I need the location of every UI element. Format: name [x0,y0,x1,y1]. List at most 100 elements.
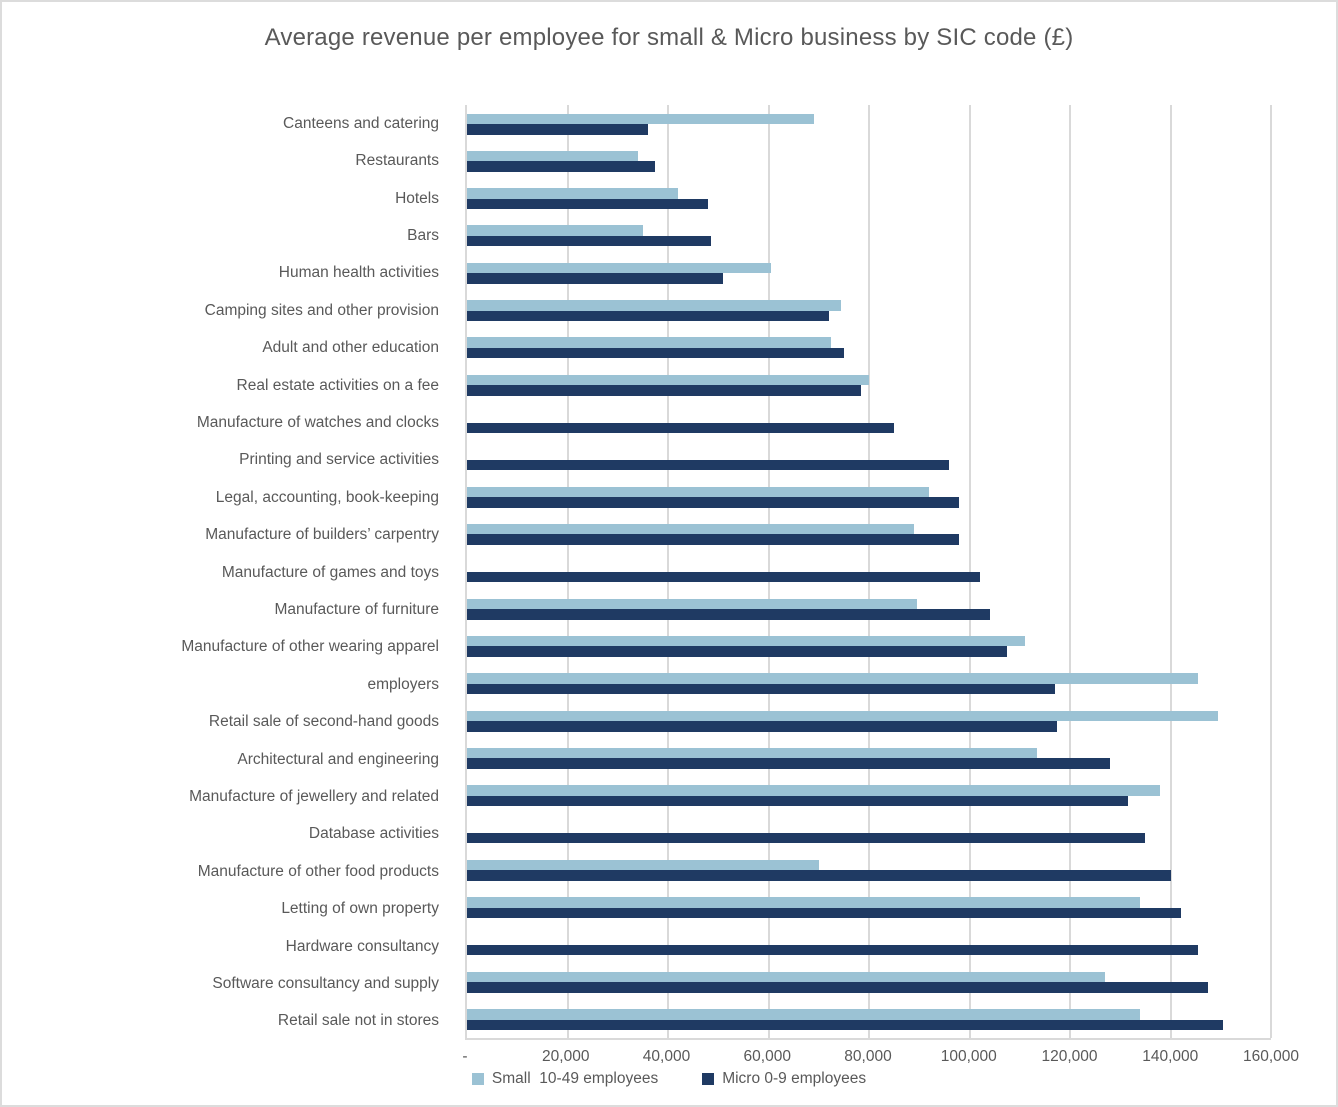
legend: Small 10-49 employees Micro 0-9 employee… [2,1070,1336,1088]
category-label: Printing and service activities [239,451,439,469]
bar-micro-22 [467,907,1181,919]
legend-item-micro: Micro 0-9 employees [702,1070,866,1088]
bar-small-19 [467,785,1161,796]
category-label: Manufacture of jewellery and related [189,788,439,806]
bar-micro-18 [467,758,1111,769]
category-row [467,777,1271,814]
category-label: Manufacture of watches and clocks [196,413,439,431]
category-row [467,105,1271,142]
category-label: Manufacture of other wearing apparel [181,638,439,656]
bar-small-7 [467,337,832,348]
category-row [467,889,1271,926]
category-label: Restaurants [355,152,439,170]
bar-micro-15 [467,646,1008,657]
category-row [467,329,1271,366]
gridline [566,105,569,1038]
bar-small-5 [467,262,771,274]
category-label: Bars [407,226,439,244]
gridline [1069,105,1071,1038]
category-row [467,702,1271,739]
category-label: Manufacture of furniture [274,600,439,618]
category-row [467,1001,1271,1038]
bar-small-8 [467,374,869,386]
category-label: Camping sites and other provision [204,301,439,319]
legend-label-small: Small 10-49 employees [491,1070,659,1087]
category-row [467,404,1271,441]
category-row [467,142,1271,179]
bar-micro-11 [467,497,960,508]
category-row [467,851,1271,888]
category-label: Database activities [308,825,439,843]
category-row [467,627,1271,664]
value-axis-tick-label: 60,000 [743,1048,791,1065]
category-label: Hardware consultancy [285,937,439,955]
category-label: Software consultancy and supply [212,975,439,993]
gridline [767,105,770,1038]
value-axis-tick-label: 160,000 [1242,1048,1300,1065]
category-label: Letting of own property [281,900,439,918]
category-row [467,441,1271,478]
category-row [467,180,1271,217]
bar-micro-4 [467,235,711,247]
category-label: Hotels [395,189,439,207]
category-label: Manufacture of games and toys [221,563,439,581]
bar-small-21 [467,859,819,871]
bar-micro-13 [467,571,980,583]
bar-micro-14 [467,609,990,620]
category-row [467,366,1271,403]
gridline [667,105,669,1038]
value-axis-tick-label: 140,000 [1142,1048,1199,1065]
bar-micro-23 [467,944,1199,956]
gridline [868,105,870,1038]
legend-item-small: Small 10-49 employees [471,1070,659,1088]
category-label: Adult and other education [262,339,439,357]
bar-small-14 [467,598,917,610]
value-axis-tick-label: 80,000 [844,1048,892,1065]
plot-rows [467,105,1271,1038]
category-label: employers [367,675,440,693]
legend-swatch-small [471,1073,484,1085]
bar-small-11 [467,486,930,498]
bar-small-2 [467,150,638,162]
bar-small-24 [467,971,1106,983]
bar-small-6 [467,300,842,311]
bar-small-16 [467,673,1199,684]
bar-micro-8 [467,385,862,396]
bar-micro-20 [467,832,1146,844]
bar-micro-12 [467,534,960,545]
gridline [968,105,971,1038]
bar-micro-24 [467,982,1209,993]
value-axis-tick-label: - [462,1048,468,1065]
category-row [467,590,1271,627]
bar-micro-5 [467,273,724,284]
value-axis-tick-label: 120,000 [1041,1048,1098,1065]
category-axis-labels: Canteens and catering Restaurants Hotels Ba… [2,105,452,1040]
bar-small-15 [467,635,1025,647]
category-row [467,963,1271,1000]
bar-micro-6 [467,310,829,322]
category-label: Real estate activities on a fee [236,376,439,394]
bar-small-17 [467,710,1219,721]
category-label: Architectural and engineering [237,750,439,768]
value-axis: - 20,000 40,000 60,000 80,000 100,000 120,000 1… [462,1048,1299,1068]
bar-small-3 [467,188,679,199]
category-row [467,515,1271,552]
bar-small-1 [467,113,814,124]
bar-micro-3 [467,198,709,210]
legend-swatch-micro [702,1073,715,1085]
category-row [467,292,1271,329]
bar-small-18 [467,747,1038,759]
bar-small-22 [467,897,1141,908]
category-row [467,217,1271,254]
bar-micro-10 [467,459,950,471]
category-label: Retail sale of second-hand goods [208,713,439,731]
bar-micro-25 [467,1019,1224,1030]
value-axis-tick-label: 20,000 [542,1048,590,1065]
category-label: Manufacture of builders’ carpentry [205,526,439,544]
bar-small-12 [467,523,915,535]
category-row [467,739,1271,776]
category-row [467,478,1271,515]
bar-small-4 [467,225,643,236]
category-label: Canteens and catering [283,114,439,132]
